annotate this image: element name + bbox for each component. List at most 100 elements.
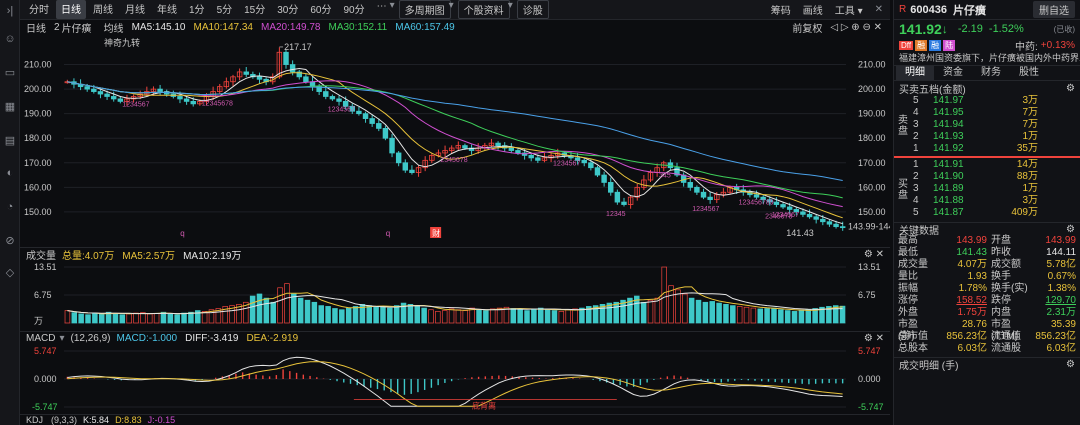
macd-title[interactable]: MACD (26, 333, 56, 344)
level: 3 (913, 183, 919, 194)
key-label: 涨停 (898, 295, 918, 306)
period-tab-10[interactable]: 90分 (343, 5, 365, 16)
diamond-icon[interactable]: ◇ (5, 267, 15, 279)
y-tick-label: 160.00 (24, 182, 52, 192)
tab-finance[interactable]: 财务 (981, 67, 1001, 78)
candle (395, 150, 402, 167)
volume-bar (764, 308, 770, 324)
price-chart[interactable]: 210.00 210.00 200.00 200.00 190.00 190.00 180.… (20, 34, 890, 246)
event-marker[interactable]: q (386, 229, 390, 238)
settings-icon[interactable]: ⚙ ✕ (863, 333, 884, 344)
chat-robot-icon[interactable]: ☺ (4, 33, 16, 45)
volume-title: 成交量 (26, 251, 56, 262)
tools-button[interactable]: 工具 ▾ (834, 6, 863, 17)
event-marker[interactable]: q (180, 229, 184, 238)
close-icon[interactable]: ✕ (874, 4, 883, 15)
settings-icon[interactable]: ⚙ (1066, 359, 1075, 370)
volume-chart[interactable]: 13.51 13.51 6.75 6.75 万 (20, 261, 890, 329)
period-tab-0[interactable]: 分时 (29, 5, 49, 16)
monitor-chart-icon[interactable]: ▭ (4, 67, 16, 79)
volume-bar (243, 301, 249, 324)
link-icon[interactable]: ⊘ (5, 235, 15, 247)
candle (110, 91, 117, 102)
level-amount: 35万 (1016, 143, 1038, 154)
settings-icon[interactable]: ⚙ ✕ (863, 249, 884, 260)
candle (641, 175, 647, 191)
macd-value: MACD:-1.000 (116, 333, 178, 344)
event-badge[interactable] (430, 227, 442, 238)
quote-panel: R 600436 片仔癀 删自选 141.92 ↓ -2.19 -1.52% (… (893, 0, 1080, 425)
chip-button[interactable]: 筹码 (770, 6, 791, 17)
chevron-down-icon[interactable]: ▾ (59, 333, 65, 344)
period-tab-1[interactable]: 日线 (56, 0, 86, 19)
collapse-icon[interactable]: ›| (6, 5, 14, 17)
volume-bar (462, 310, 469, 324)
candle (594, 165, 601, 178)
volume-bar (92, 312, 98, 324)
period-tab-3[interactable]: 月线 (125, 5, 145, 16)
dea-value: DEA:-2.919 (246, 333, 299, 344)
sector-pct: +0.13% (1040, 39, 1075, 51)
orderbook-row[interactable]: 3 141.89 1万 (894, 183, 1080, 195)
adjust-label[interactable]: 前复权 (792, 23, 823, 35)
kdj-d: D:8.83 (115, 415, 142, 425)
line-type-label[interactable]: 均线 (103, 23, 124, 35)
orderbook-row[interactable]: 5 141.97 3万 (894, 95, 1080, 107)
volume-bar (544, 309, 551, 324)
level-amount: 7万 (1022, 107, 1038, 118)
period-tab-11[interactable]: ⋯ (376, 1, 387, 12)
candle (389, 134, 395, 158)
period-tab-9[interactable]: 60分 (310, 5, 332, 16)
macd-params: (12,26,9) (70, 333, 111, 344)
tab-funds[interactable]: 资金 (943, 67, 963, 78)
y-tick-label-right: 0.000 (858, 374, 881, 384)
orderbook-row[interactable]: 4 141.88 3万 (894, 195, 1080, 207)
settings-icon[interactable]: ⚙ (1066, 82, 1075, 94)
tab-detail[interactable]: 明细 (896, 66, 934, 80)
volume-ma5: MA5:2.57万 (122, 251, 176, 262)
orderbook-row[interactable]: 3 141.94 7万 (894, 119, 1080, 131)
book-divider (894, 156, 1080, 158)
nine-turn-marker: 2345678 (440, 157, 467, 164)
event-marker[interactable]: 财 (432, 228, 440, 238)
y-tick-label-right: -5.747 (858, 402, 884, 412)
y-tick-label: 5.747 (34, 346, 57, 356)
remove-watchlist-button[interactable]: 删自选 (1033, 1, 1075, 18)
message-icon[interactable]: ◔ (6, 201, 14, 213)
orderbook-row[interactable]: 1 141.91 14万 (894, 159, 1080, 171)
period-tab-14[interactable]: 诊股 (516, 0, 549, 19)
volume-bar (208, 309, 215, 324)
volume-bar (819, 306, 825, 324)
document-icon[interactable]: ▤ (4, 135, 16, 147)
period-tab-7[interactable]: 15分 (244, 5, 266, 16)
draw-line-button[interactable]: 画线 (802, 6, 823, 17)
volume-bar (85, 314, 91, 324)
price-change: -2.19 (957, 23, 983, 35)
compass-icon[interactable]: ◐ (6, 167, 14, 179)
key-value: 4.07万 (957, 259, 987, 270)
orderbook-row[interactable]: 2 141.90 88万 (894, 171, 1080, 183)
level-amount: 1万 (1022, 183, 1038, 194)
orderbook-row[interactable]: 1 141.92 35万 (894, 143, 1080, 155)
period-tab-12[interactable]: 多周期图 (398, 0, 451, 19)
orderbook-row[interactable]: 5 141.87 409万 (894, 207, 1080, 219)
period-tab-5[interactable]: 1分 (189, 5, 205, 16)
tab-stock-traits[interactable]: 股性 (1019, 67, 1039, 78)
period-tab-4[interactable]: 年线 (157, 5, 177, 16)
period-tab-8[interactable]: 30分 (277, 5, 299, 16)
nav-arrows-icon[interactable]: ◁ ▷ ⊕ ⊖ ✕ (830, 21, 882, 33)
period-tab-2[interactable]: 周线 (93, 5, 113, 16)
key-data-row: 最高 143.99 开盘 143.99 (894, 235, 1080, 247)
candle (780, 201, 786, 209)
sector-label[interactable]: 中药: (1015, 41, 1038, 53)
macd-chart[interactable]: 5.747 5.747 0.000 0.000 -5.747 -5.747 底背离 (20, 345, 890, 413)
settings-icon[interactable]: ⚙ (1066, 223, 1075, 235)
orderbook-row[interactable]: 2 141.93 1万 (894, 131, 1080, 143)
kdj-title[interactable]: KDJ (26, 415, 44, 425)
volume-bar (503, 306, 510, 324)
news-line[interactable]: 福建漳州国资委旗下，片仔癀被国内外中药界... (899, 53, 1080, 63)
period-tab-6[interactable]: 5分 (216, 5, 233, 16)
period-tab-13[interactable]: 个股资料 (457, 0, 510, 19)
calendar-icon[interactable]: ▦ (4, 101, 16, 113)
orderbook-row[interactable]: 4 141.95 7万 (894, 107, 1080, 119)
